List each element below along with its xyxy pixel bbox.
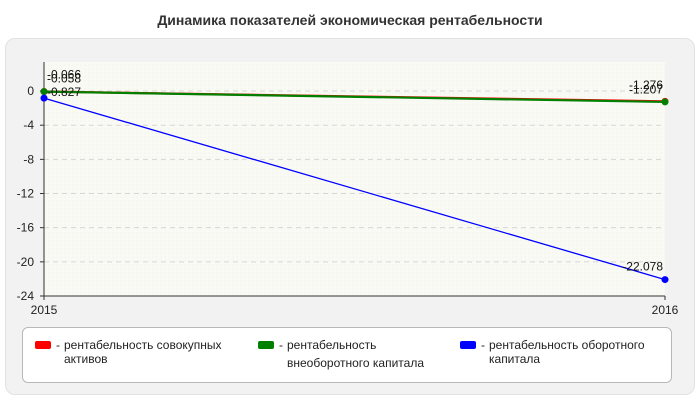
series-lines xyxy=(43,90,666,281)
legend-label-line: активов xyxy=(64,352,108,366)
y-tick-label: -4 xyxy=(23,118,34,132)
y-tick-label: -24 xyxy=(17,289,35,303)
data-labels: -0.058 -1.207 -0.066 -1.276 -0.827 -22.078 xyxy=(47,68,663,274)
legend-label-line: капитала xyxy=(489,352,541,366)
grid-lines xyxy=(44,90,665,263)
data-point xyxy=(40,94,48,102)
y-tick-label: -16 xyxy=(17,221,35,235)
data-label: -1.207 xyxy=(629,82,663,96)
legend-swatch-noncurrent-capital xyxy=(258,341,274,349)
y-tick-label: 0 xyxy=(27,84,34,98)
data-point xyxy=(661,276,669,284)
series-line xyxy=(43,97,666,281)
data-point xyxy=(661,98,669,106)
legend-swatch-total-assets xyxy=(35,341,51,349)
legend-prefix: - xyxy=(279,338,283,352)
legend-label-line: внеоборотного капитала xyxy=(287,356,424,370)
x-tick-label: 2015 xyxy=(31,303,58,317)
legend-prefix: - xyxy=(56,338,60,352)
y-tick-label: -20 xyxy=(17,255,35,269)
data-label: -0.058 xyxy=(47,72,81,86)
legend-item-working-capital[interactable]: - рентабельность оборотного капитала xyxy=(460,338,645,366)
data-label: -22.078 xyxy=(622,260,663,274)
legend-item-total-assets[interactable]: - рентабельность совокупных активов xyxy=(35,338,222,366)
legend-swatch-working-capital xyxy=(460,341,476,349)
legend: - рентабельность совокупных активов - ре… xyxy=(22,327,672,383)
data-label: -0.066 xyxy=(47,68,81,82)
legend-label-line: рентабельность оборотного xyxy=(489,338,645,352)
chart-title: Динамика показателей экономическая рента… xyxy=(157,12,543,28)
legend-text-noncurrent-capital: рентабельность внеоборотного капитала xyxy=(287,338,424,370)
legend-text-total-assets: рентабельность совокупных активов xyxy=(64,338,222,366)
series-points xyxy=(40,88,669,284)
data-label: -0.827 xyxy=(47,85,81,99)
y-tick-label: -12 xyxy=(17,187,35,201)
x-tick-label: 2016 xyxy=(652,303,679,317)
data-point xyxy=(40,88,48,96)
legend-label-line: рентабельность xyxy=(287,338,377,352)
series-line xyxy=(43,90,666,104)
y-tick-label: -8 xyxy=(23,152,34,166)
legend-text-working-capital: рентабельность оборотного капитала xyxy=(489,338,645,366)
data-label: -1.276 xyxy=(629,78,663,92)
legend-label-line: рентабельность совокупных xyxy=(64,338,222,352)
legend-item-noncurrent-capital[interactable]: - рентабельность внеоборотного капитала xyxy=(258,338,424,370)
legend-prefix: - xyxy=(481,338,485,352)
